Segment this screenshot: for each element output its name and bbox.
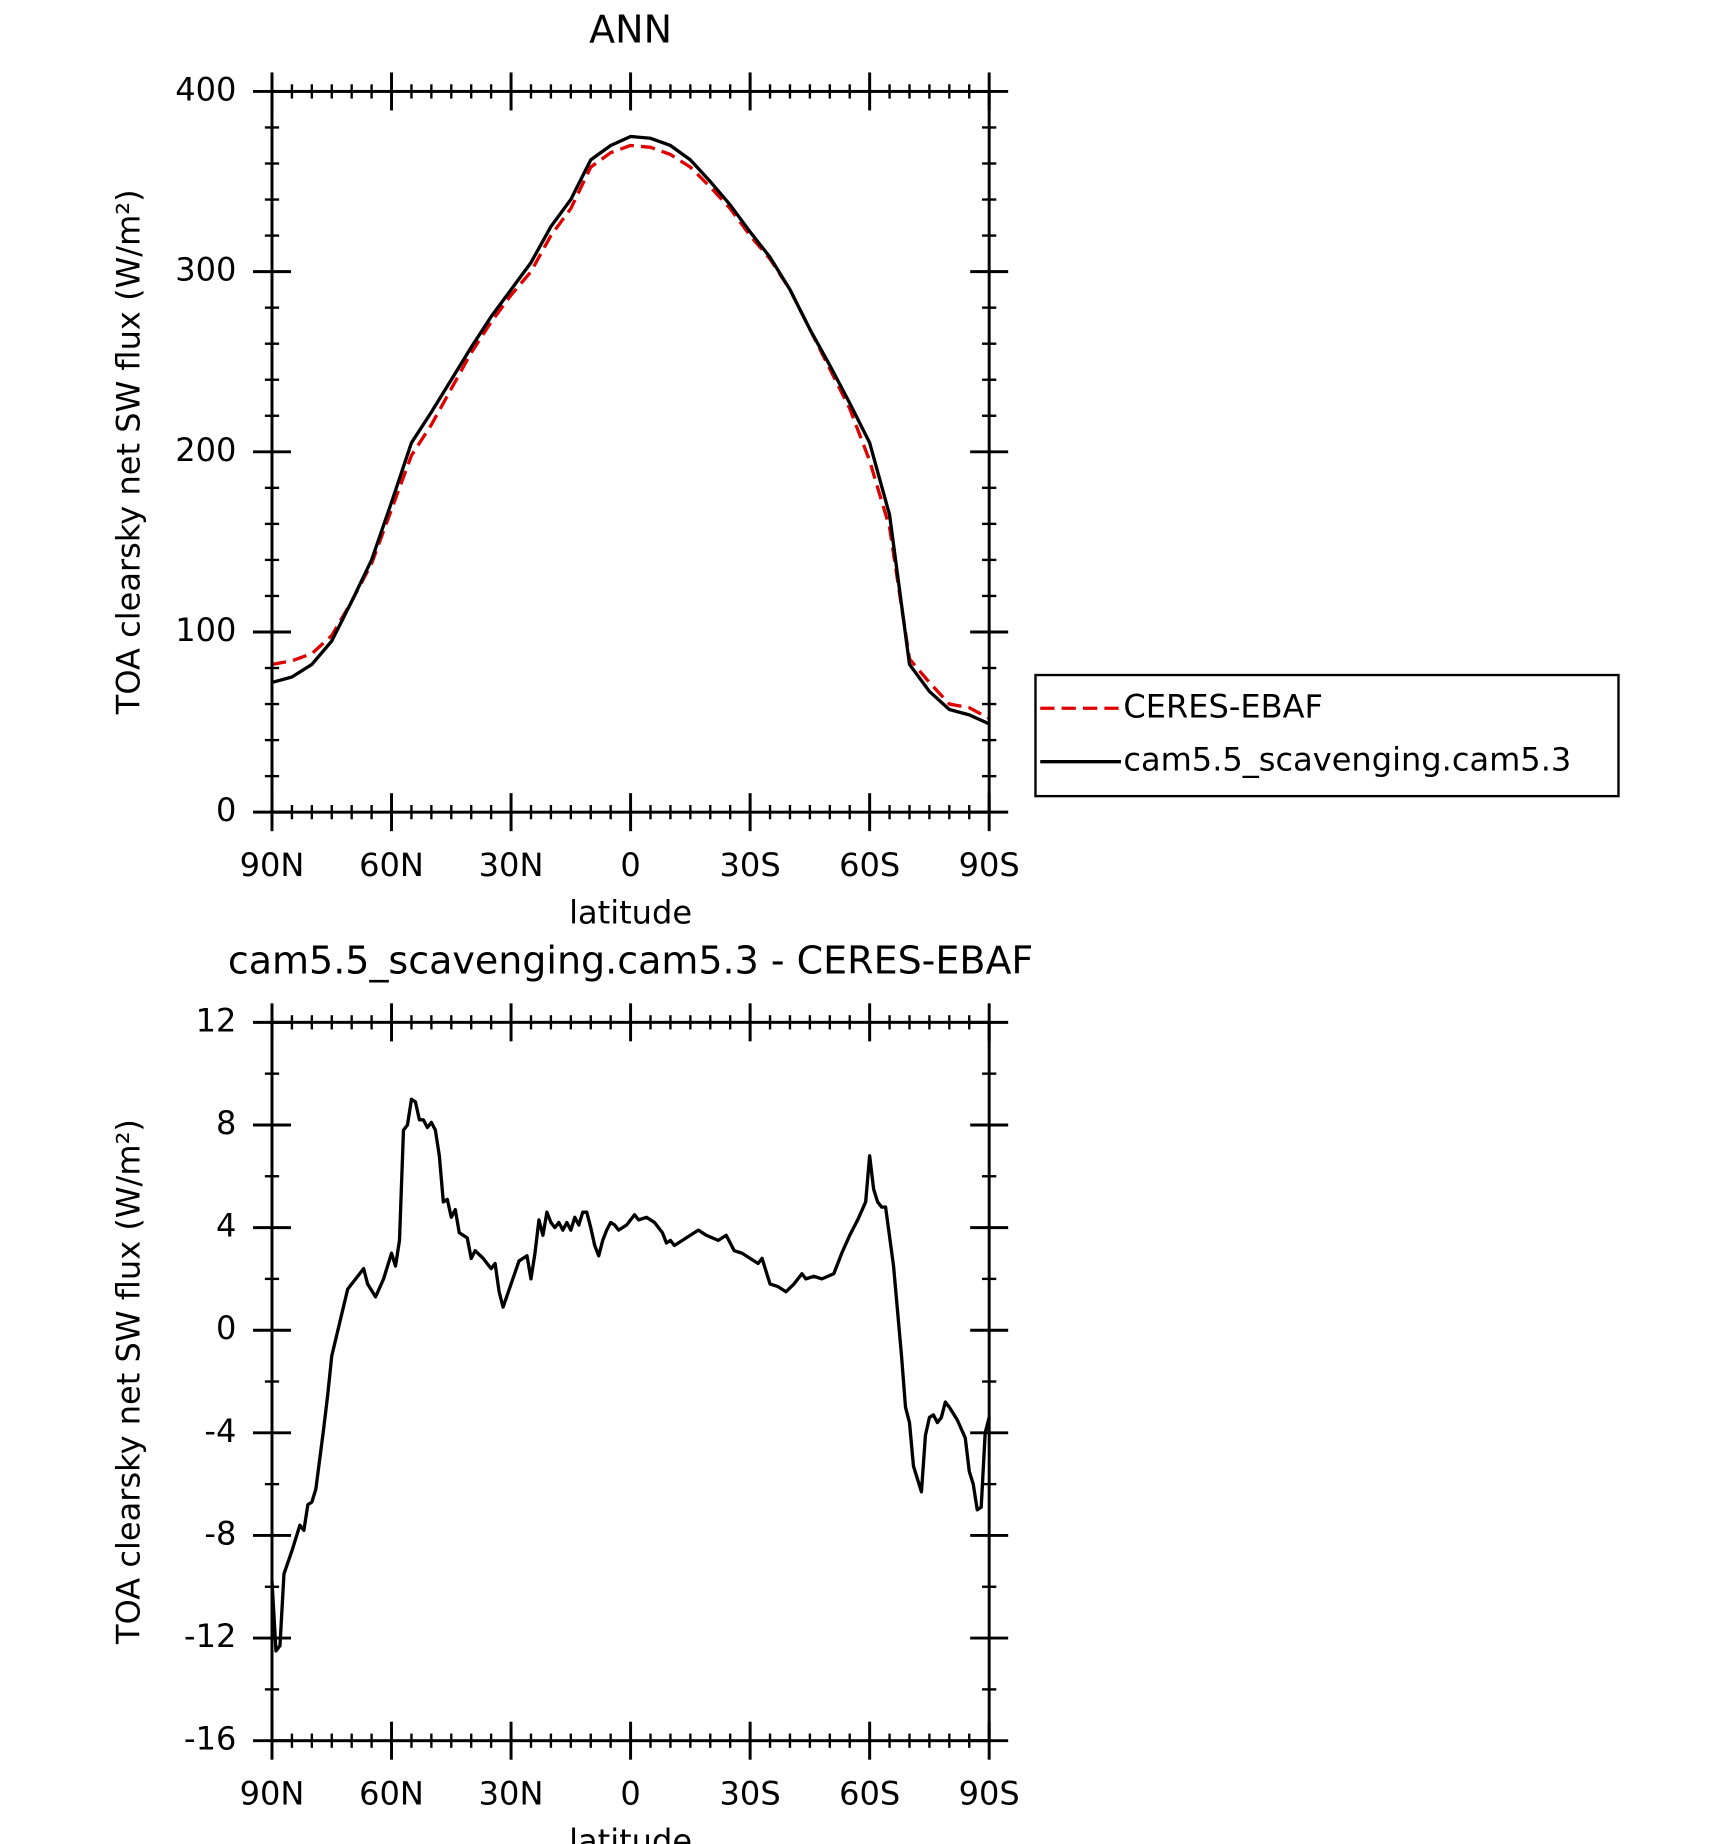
x-tick-label: 90N xyxy=(240,846,305,884)
legend-label: cam5.5_scavenging.cam5.3 xyxy=(1123,741,1571,779)
y-tick-label: -4 xyxy=(204,1412,236,1450)
y-tick-label: -16 xyxy=(184,1720,236,1758)
x-tick-label: 30N xyxy=(479,846,544,884)
y-tick-label: 8 xyxy=(216,1104,236,1142)
y-tick-label: -12 xyxy=(184,1617,236,1655)
x-tick-label: 60S xyxy=(839,846,900,884)
data-line xyxy=(270,1097,991,1653)
y-axis-label: TOA clearsky net SW flux (W/m²) xyxy=(110,1119,148,1645)
x-tick-label: 30N xyxy=(479,1774,544,1812)
chart-title: cam5.5_scavenging.cam5.3 - CERES-EBAF xyxy=(228,938,1033,982)
x-tick-label: 0 xyxy=(620,1774,640,1812)
y-tick-label: 200 xyxy=(175,431,236,469)
data-line xyxy=(271,143,990,720)
legend-box xyxy=(1034,673,1620,798)
x-axis-label: latitude xyxy=(569,1822,692,1844)
y-tick-label: 4 xyxy=(216,1207,236,1245)
legend-label: CERES-EBAF xyxy=(1123,687,1323,725)
x-tick-label: 60N xyxy=(359,846,424,884)
x-tick-label: 0 xyxy=(620,846,640,884)
y-tick-label: 12 xyxy=(196,1001,237,1039)
y-axis-label: TOA clearsky net SW flux (W/m²) xyxy=(110,189,148,715)
chart-title: ANN xyxy=(589,8,672,52)
x-tick-label: 90S xyxy=(959,846,1020,884)
x-tick-label: 60N xyxy=(359,1774,424,1812)
x-tick-label: 60S xyxy=(839,1774,900,1812)
y-tick-label: 300 xyxy=(175,251,236,289)
y-tick-label: -8 xyxy=(204,1514,236,1552)
data-line xyxy=(271,134,990,726)
x-tick-label: 30S xyxy=(720,846,781,884)
y-tick-label: 0 xyxy=(216,791,236,829)
plot-frame xyxy=(270,1020,991,1743)
x-tick-label: 90S xyxy=(959,1774,1020,1812)
y-tick-label: 100 xyxy=(175,611,236,649)
x-tick-label: 30S xyxy=(720,1774,781,1812)
y-tick-label: 0 xyxy=(216,1309,236,1347)
x-tick-label: 90N xyxy=(240,1774,305,1812)
x-axis-label: latitude xyxy=(569,893,692,931)
plot-frame xyxy=(270,89,991,814)
y-tick-label: 400 xyxy=(175,70,236,108)
